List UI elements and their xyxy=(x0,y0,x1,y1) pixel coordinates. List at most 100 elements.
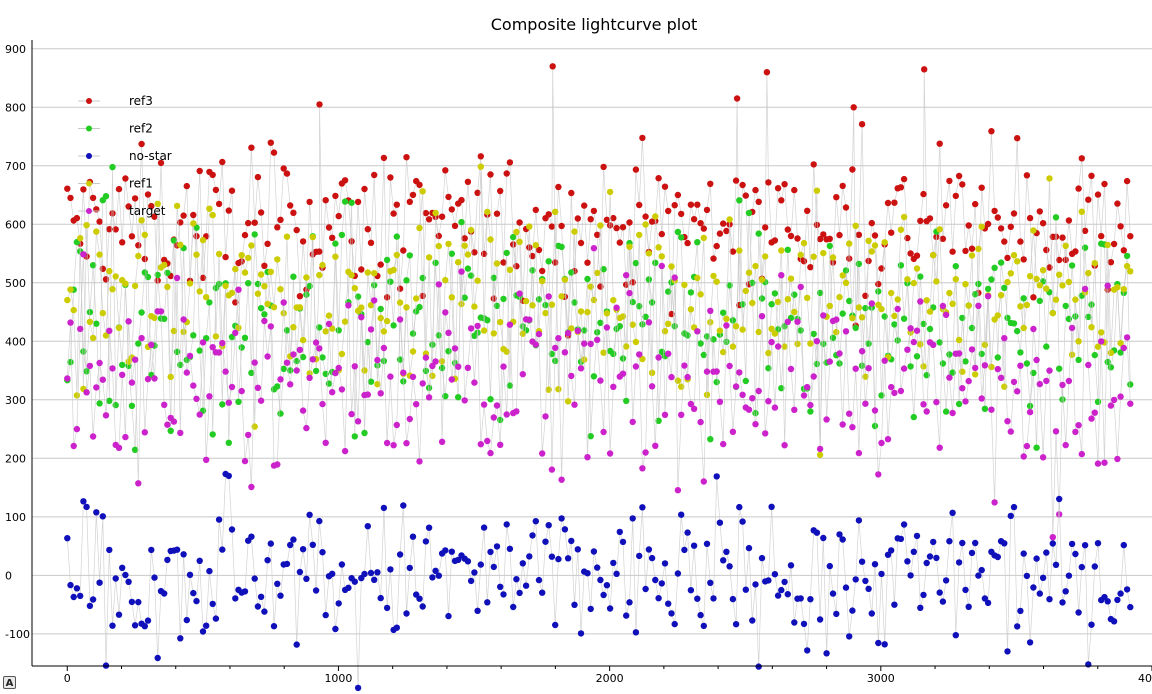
data-point-no-star xyxy=(535,576,543,584)
data-point-ref1 xyxy=(196,288,203,295)
data-point-ref2 xyxy=(923,372,930,379)
data-point-ref2 xyxy=(112,401,119,409)
data-point-target xyxy=(613,304,620,311)
data-point-ref3 xyxy=(400,247,407,254)
data-point-ref3 xyxy=(409,191,417,199)
data-point-ref3 xyxy=(978,184,985,191)
data-point-target xyxy=(678,411,685,418)
data-point-ref1 xyxy=(245,254,252,262)
data-point-ref3 xyxy=(762,224,769,231)
data-point-ref1 xyxy=(955,336,963,344)
data-point-target xyxy=(232,329,239,336)
data-point-no-star xyxy=(1023,572,1031,580)
data-point-no-star xyxy=(846,633,853,640)
data-point-no-star xyxy=(513,576,520,583)
data-point-no-star xyxy=(868,610,875,617)
data-point-no-star xyxy=(791,619,798,626)
data-point-ref1 xyxy=(1088,324,1095,331)
data-point-target xyxy=(1088,415,1095,422)
data-point-ref3 xyxy=(921,66,928,73)
data-point-ref3 xyxy=(99,265,107,272)
data-point-target xyxy=(745,406,753,413)
data-point-no-star xyxy=(661,560,669,567)
data-point-ref2 xyxy=(348,199,355,206)
data-point-no-star xyxy=(1049,540,1057,547)
data-point-ref1 xyxy=(1094,343,1102,350)
data-point-target xyxy=(936,444,943,451)
data-point-no-star xyxy=(232,595,239,602)
data-point-ref2 xyxy=(858,362,866,369)
data-point-no-star xyxy=(306,511,313,518)
data-point-no-star xyxy=(135,598,142,606)
data-point-ref3 xyxy=(619,224,627,231)
data-point-ref2 xyxy=(500,295,507,303)
data-point-target xyxy=(400,369,407,376)
data-point-ref3 xyxy=(293,226,300,234)
data-point-ref3 xyxy=(151,213,158,220)
data-point-ref3 xyxy=(135,242,142,249)
data-point-ref2 xyxy=(984,285,992,293)
data-point-target xyxy=(849,424,856,431)
data-point-ref1 xyxy=(526,223,533,230)
data-point-ref3 xyxy=(471,249,478,256)
data-point-target xyxy=(681,362,688,369)
data-point-ref1 xyxy=(1043,285,1050,292)
data-point-ref1 xyxy=(497,318,504,326)
data-point-no-star xyxy=(506,545,514,552)
data-point-ref3 xyxy=(833,194,840,201)
corner-badge-icon[interactable]: A xyxy=(3,676,16,689)
data-point-ref2 xyxy=(897,262,905,269)
data-point-ref1 xyxy=(164,283,171,291)
x-tick-label: 0 xyxy=(64,672,71,685)
data-point-ref3 xyxy=(771,237,779,244)
data-point-ref2 xyxy=(752,409,759,417)
data-point-no-star xyxy=(109,622,116,629)
data-point-no-star xyxy=(248,533,255,540)
data-point-ref2 xyxy=(632,259,640,267)
data-point-ref3 xyxy=(406,198,413,205)
data-point-ref1 xyxy=(348,271,355,279)
data-point-ref2 xyxy=(952,263,959,270)
data-point-no-star xyxy=(626,599,633,606)
data-point-ref3 xyxy=(603,216,611,223)
data-point-no-star xyxy=(503,521,510,528)
data-point-ref3 xyxy=(506,159,514,166)
data-point-ref3 xyxy=(1030,294,1037,301)
data-point-target xyxy=(157,308,165,315)
data-point-ref2 xyxy=(862,304,869,312)
data-point-ref1 xyxy=(131,282,139,290)
data-point-no-star xyxy=(122,571,129,579)
data-point-ref3 xyxy=(254,173,262,181)
data-point-no-star xyxy=(1065,572,1073,579)
data-point-ref1 xyxy=(820,249,827,257)
data-point-no-star xyxy=(629,515,636,522)
data-point-ref3 xyxy=(858,121,866,128)
data-point-ref1 xyxy=(855,304,863,311)
data-point-ref1 xyxy=(871,242,879,249)
data-point-ref3 xyxy=(784,226,791,233)
data-point-ref1 xyxy=(280,310,287,317)
data-point-ref1 xyxy=(720,348,727,356)
data-point-target xyxy=(96,359,103,367)
data-point-ref2 xyxy=(167,427,174,434)
data-point-target xyxy=(1033,356,1040,364)
data-point-ref1 xyxy=(894,296,901,303)
data-point-no-star xyxy=(920,591,927,599)
data-point-ref1 xyxy=(933,278,940,285)
data-point-no-star xyxy=(261,608,268,615)
data-point-target xyxy=(794,318,801,325)
data-point-target xyxy=(219,339,226,347)
data-point-target xyxy=(1023,442,1031,450)
data-point-ref3 xyxy=(89,194,97,202)
data-point-target xyxy=(997,374,1005,381)
series-layer xyxy=(64,63,1134,692)
data-point-ref3 xyxy=(416,181,423,188)
data-point-target xyxy=(371,297,378,304)
data-point-no-star xyxy=(1033,555,1040,562)
data-point-target xyxy=(238,387,245,395)
data-point-target xyxy=(862,400,869,407)
data-point-target xyxy=(86,362,94,370)
data-point-no-star xyxy=(736,503,743,511)
data-point-ref2 xyxy=(377,305,384,313)
data-point-ref1 xyxy=(1010,252,1018,259)
